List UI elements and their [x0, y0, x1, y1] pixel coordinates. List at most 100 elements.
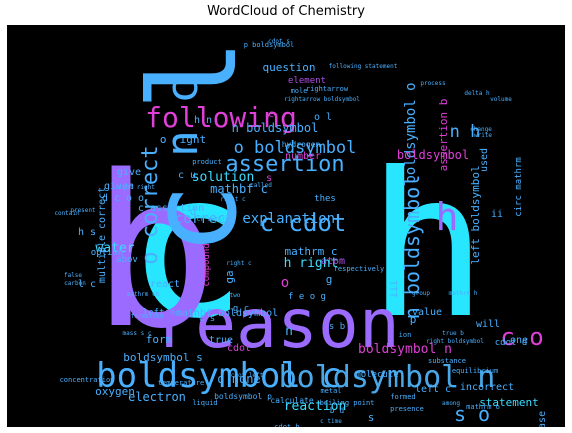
word-88: process [420, 80, 446, 87]
word-7: following [145, 101, 297, 134]
word-134: s [266, 173, 272, 184]
word-3: reason [154, 285, 400, 364]
word-90: right right [115, 184, 155, 191]
word-75: presence [390, 405, 424, 413]
word-31: boldsymbol s [123, 351, 202, 364]
word-69: liquid [192, 399, 217, 407]
word-42: given [104, 181, 134, 192]
word-21: mathbf c [210, 182, 268, 196]
word-10: h [436, 195, 459, 239]
word-33: statement [479, 396, 539, 409]
word-53: compound [202, 243, 212, 286]
word-0: c h [126, 130, 487, 363]
word-19: n boldsymbol [232, 121, 319, 135]
word-58: option [91, 248, 124, 258]
word-92: contain [54, 210, 80, 217]
word-72: metal [320, 387, 341, 395]
word-107: called [250, 182, 272, 189]
word-1: b [92, 130, 218, 375]
word-14: s o [454, 402, 490, 426]
word-84: rightarrow [306, 85, 349, 93]
word-65: temperature [158, 379, 204, 387]
word-120: n [285, 324, 293, 339]
word-123: g [326, 273, 333, 286]
word-28: water [95, 241, 134, 256]
word-113: volume [490, 96, 512, 103]
word-93: carbon [64, 280, 86, 287]
word-4: boldsymbol c [96, 356, 342, 396]
word-41: react [150, 279, 180, 290]
word-114: h n [194, 115, 212, 126]
word-59: give [117, 167, 141, 178]
word-55: f e o g [288, 292, 326, 302]
word-86: delta h [464, 90, 490, 97]
word-36: increase [537, 411, 548, 427]
word-5: boldsymbol n [279, 360, 496, 395]
word-46: value [412, 307, 442, 318]
word-83: p boldsymbol [244, 41, 295, 49]
word-98: ion [399, 331, 412, 339]
word-66: boldsymbol p [214, 392, 272, 401]
word-116: o l [314, 112, 332, 123]
word-131: c s [199, 314, 215, 324]
word-13: n boldsymbol [400, 175, 424, 320]
word-106: formation [131, 313, 164, 320]
word-11: o correct [138, 145, 163, 264]
word-39: oxygen [95, 385, 135, 398]
word-50: left c [415, 384, 451, 395]
word-79: concentration [60, 376, 115, 384]
word-71: calculate [270, 396, 314, 405]
word-108: ch mathrm [197, 216, 230, 223]
word-115: c u [178, 170, 196, 181]
word-99: mathrm h [449, 290, 478, 297]
word-103: group [412, 290, 430, 297]
word-89: following statement [329, 63, 398, 70]
word-56: left n [143, 308, 176, 318]
word-62: used [479, 148, 490, 172]
word-15: c o [500, 323, 543, 351]
word-73: formed [390, 393, 415, 401]
word-43: form [146, 333, 173, 346]
word-94: false [64, 272, 82, 279]
word-35: d none [217, 372, 260, 386]
word-74: equilibrium [452, 367, 498, 375]
word-8: assertion [225, 152, 344, 177]
word-95: mathrm ch [127, 291, 160, 298]
word-110: cdot s [268, 38, 290, 45]
word-87: write [474, 132, 492, 139]
word-109: right c [220, 196, 246, 203]
word-91: present [70, 207, 96, 214]
word-40: incorrect [460, 382, 514, 393]
word-27: mathrm c [285, 245, 338, 258]
word-38: element [288, 76, 326, 86]
word-12: o boldsymbol [234, 138, 357, 158]
word-29: multiple correct [97, 187, 108, 283]
word-100: true b [442, 330, 464, 337]
word-32: reaction [284, 399, 347, 414]
word-17: boldsymbol o [403, 82, 419, 183]
word-77: mathrm o [466, 403, 500, 411]
word-128: ii [491, 209, 503, 220]
word-20: boldsymbol [397, 148, 469, 162]
word-82: mole [291, 87, 308, 95]
word-49: cdot d [495, 338, 528, 348]
word-85: rightarrow boldsymbol [284, 96, 360, 103]
word-22: solution [192, 170, 255, 185]
word-60: abov [116, 255, 138, 265]
word-112: change [470, 126, 492, 133]
word-54: mathbf boldsymbol [176, 308, 278, 319]
word-23: o right [160, 133, 206, 146]
word-111: two [230, 292, 241, 299]
word-47: will [476, 319, 500, 330]
word-117: d c o o [102, 193, 144, 204]
word-133: b d [330, 406, 345, 415]
word-61: thes [314, 194, 336, 204]
word-118: c [268, 109, 274, 120]
word-16: n h [450, 122, 481, 142]
word-101: right boldsymbol [426, 338, 484, 345]
word-121: p [410, 313, 417, 326]
word-52: true [209, 335, 233, 346]
